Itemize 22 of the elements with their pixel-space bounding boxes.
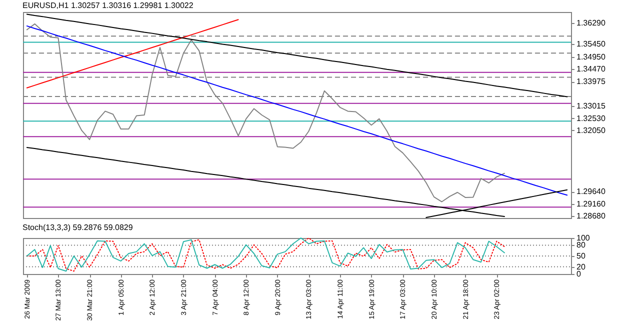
line-series bbox=[26, 238, 505, 272]
y-tick-label: 1.33975 bbox=[576, 77, 606, 86]
y-tick-label: 1.29160 bbox=[576, 199, 606, 208]
y-tick-label: 1.32530 bbox=[576, 114, 606, 123]
y-tick-label: 0 bbox=[576, 270, 582, 278]
line-series bbox=[26, 25, 568, 196]
y-tick-label: 50 bbox=[576, 252, 586, 260]
y-tick-label: 1.35450 bbox=[576, 40, 606, 49]
y-tick-label: 1.36290 bbox=[576, 18, 606, 28]
line-series bbox=[26, 14, 568, 98]
y-tick-label: 1.34470 bbox=[576, 64, 606, 74]
y-tick-label: 1.28680 bbox=[576, 211, 606, 220]
y-tick-label: 1.34950 bbox=[576, 52, 606, 62]
y-tick-label: 100 bbox=[576, 234, 590, 242]
chart-title: Stoch(13,3,3) 59.2876 59.0829 bbox=[22, 223, 134, 232]
y-tick-label: 20 bbox=[576, 262, 586, 272]
y-tick-label: 1.32050 bbox=[576, 126, 606, 135]
y-tick-label: 1.29640 bbox=[576, 187, 606, 196]
y-tick-label: 80 bbox=[576, 240, 586, 250]
y-tick-label: 1.33015 bbox=[576, 101, 606, 110]
line-series bbox=[26, 19, 239, 88]
chart-title: EURUSD,H1 1.30257 1.30316 1.29981 1.30022 bbox=[22, 1, 194, 10]
